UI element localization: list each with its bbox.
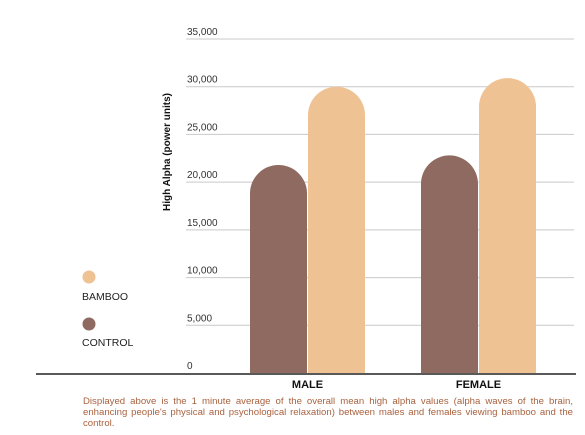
x-category-label: MALE [292, 379, 323, 390]
y-axis-label: High Alpha (power units) [162, 93, 173, 211]
legend-swatch-control [82, 317, 96, 331]
y-tick-label: 25,000 [187, 122, 218, 133]
y-tick-label: 0 [187, 361, 193, 372]
y-tick-label: 35,000 [187, 27, 218, 38]
bar-bamboo-male [308, 86, 365, 373]
y-tick-label: 10,000 [187, 266, 218, 277]
bars [250, 78, 536, 373]
legend-swatch-bamboo [82, 270, 96, 284]
y-tick-label: 20,000 [187, 170, 218, 181]
legend-label-control: CONTROL [82, 337, 133, 349]
bar-bamboo-female [479, 78, 536, 373]
y-tick-label: 30,000 [187, 75, 218, 86]
legend-label-bamboo: BAMBOO [82, 291, 128, 303]
legend: BAMBOO CONTROL [82, 270, 133, 349]
y-axis-ticks: 0 5,000 10,000 15,000 20,000 25,000 30,000 35,0… [187, 27, 218, 372]
chart-caption: Displayed above is the 1 minute average … [83, 396, 573, 429]
bar-control-female [421, 155, 478, 373]
bar-chart: 0 5,000 10,000 15,000 20,000 25,000 30,000 35,0… [36, 27, 576, 390]
bar-control-male [250, 164, 307, 373]
y-tick-label: 5,000 [187, 313, 212, 324]
y-tick-label: 15,000 [187, 218, 218, 229]
category-labels: MALE FEMALE [292, 379, 501, 390]
x-category-label: FEMALE [456, 379, 501, 390]
